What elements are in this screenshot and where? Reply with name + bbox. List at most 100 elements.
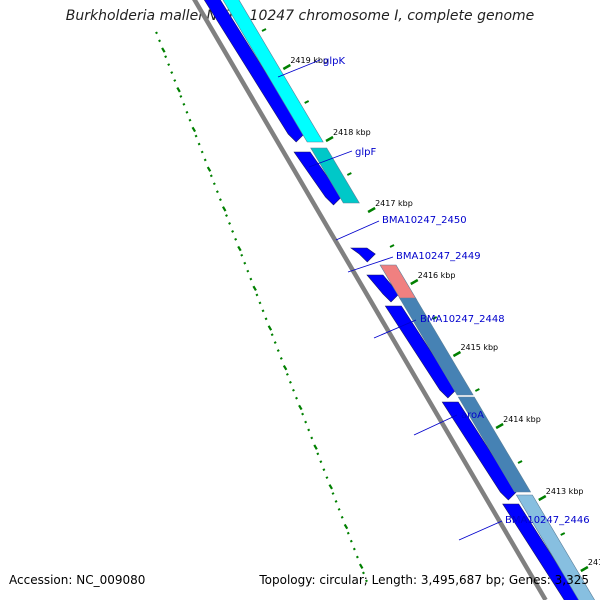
gc-content-mark (167, 63, 171, 67)
scale-tick (538, 494, 547, 502)
cds-feature (384, 305, 457, 399)
gc-content-track (155, 31, 368, 583)
gc-content-mark (173, 79, 177, 82)
gc-content-mark (179, 94, 183, 98)
gc-content-mark (310, 436, 314, 440)
gene-leader-line (277, 59, 321, 78)
scale-minor-tick (560, 532, 566, 536)
scale-tick-label: 2416 kbp (418, 271, 456, 280)
gc-content-mark (155, 31, 158, 35)
cds-feature (502, 503, 581, 600)
gc-content-mark (222, 206, 227, 212)
gc-content-mark (261, 309, 265, 313)
gc-content-mark (349, 539, 353, 543)
gc-content-mark (362, 571, 365, 575)
scale-tick (580, 565, 589, 573)
gc-content-mark (203, 158, 207, 162)
gene-label: BMA10247_2450 (382, 215, 467, 226)
cds-feature (293, 151, 342, 206)
gc-content-mark (334, 500, 338, 503)
gene-label: glpF (355, 147, 376, 158)
gc-content-mark (276, 349, 280, 352)
gc-content-mark (170, 71, 174, 74)
gc-content-mark (200, 150, 204, 154)
gc-content-mark (252, 285, 257, 292)
gc-content-mark (328, 484, 333, 490)
cds-feature (203, 0, 305, 143)
gc-content-mark (288, 380, 292, 384)
scale-tick (452, 350, 462, 358)
scale-minor-tick (389, 244, 395, 248)
gc-content-mark (176, 87, 181, 93)
gc-content-mark (313, 444, 318, 450)
scale-tick-label: 2415 kbp (460, 343, 498, 352)
gc-content-mark (365, 579, 368, 583)
gc-content-mark (270, 333, 274, 337)
gc-content-mark (346, 531, 350, 535)
gc-content-mark (240, 253, 244, 257)
gc-content-mark (319, 460, 323, 464)
gc-content-mark (307, 428, 311, 432)
gc-content-mark (301, 412, 305, 416)
scale-tick-label: 2414 kbp (503, 415, 541, 424)
gc-content-mark (237, 245, 242, 252)
gene-labels: glpK glpF BMA10247_2450 BMA10247_2449 BMA102… (277, 56, 590, 541)
gc-content-mark (285, 372, 289, 376)
scale-tick (325, 135, 334, 143)
gc-content-mark (225, 214, 228, 217)
gc-content-mark (279, 357, 283, 360)
gene-feature (399, 297, 474, 396)
gc-content-mark (191, 126, 197, 133)
gc-content-mark (316, 452, 320, 456)
gc-content-mark (255, 293, 259, 297)
gene-label: BMA10247_2448 (420, 314, 505, 325)
gene-leader-line (308, 150, 353, 168)
gc-content-mark (249, 277, 253, 281)
gc-content-mark (209, 174, 213, 178)
gc-content-mark (331, 492, 335, 495)
gc-content-mark (185, 110, 189, 114)
gc-content-mark (325, 476, 329, 480)
gene-feature (515, 494, 595, 600)
gc-content-mark (358, 563, 364, 569)
scale-tick-label: 2418 kbp (333, 128, 371, 137)
gc-content-mark (246, 269, 250, 273)
scale-ticks: 2419 kbp 2418 kbp 2417 kbp 2416 kbp 2415 kbp… (261, 28, 600, 573)
gc-content-mark (182, 102, 186, 106)
scale-tick (410, 278, 419, 286)
scale-tick-label: 2412 kbp (588, 558, 600, 567)
gene-feature (222, 0, 324, 143)
genome-summary: Topology: circular; Length: 3,495,687 bp… (259, 573, 589, 587)
gc-content-mark (267, 325, 273, 331)
gc-content-mark (215, 190, 219, 194)
gene-leader-line (335, 220, 380, 241)
scale-minor-tick (432, 316, 438, 320)
gc-content-mark (355, 555, 359, 559)
cds-feature (350, 247, 376, 263)
backbone-line (192, 0, 548, 600)
gc-content-mark (212, 182, 216, 186)
gene-label: glpK (323, 56, 345, 67)
cds-feature (441, 401, 517, 501)
scale-minor-tick (346, 172, 352, 176)
gc-content-mark (243, 261, 247, 265)
gene-leader-line (347, 256, 394, 273)
scale-tick-label: 2413 kbp (546, 487, 584, 496)
gene-label: BMA10247_2446 (505, 515, 590, 526)
scale-tick (367, 206, 376, 214)
gc-content-mark (295, 396, 298, 400)
gc-content-mark (194, 134, 198, 138)
scale-tick-label: 2417 kbp (375, 199, 413, 208)
gc-content-mark (298, 404, 303, 411)
gc-content-mark (258, 301, 262, 305)
map-title: Burkholderia mallei NCTC 10247 chromosom… (65, 8, 535, 24)
scale-minor-tick (517, 460, 523, 464)
backbone-track (192, 0, 548, 600)
scale-tick (282, 63, 291, 71)
gc-content-mark (343, 523, 349, 530)
gc-content-mark (218, 198, 222, 202)
gene-leader-line (413, 414, 458, 436)
gene-label: BMA10247_2449 (396, 251, 481, 262)
